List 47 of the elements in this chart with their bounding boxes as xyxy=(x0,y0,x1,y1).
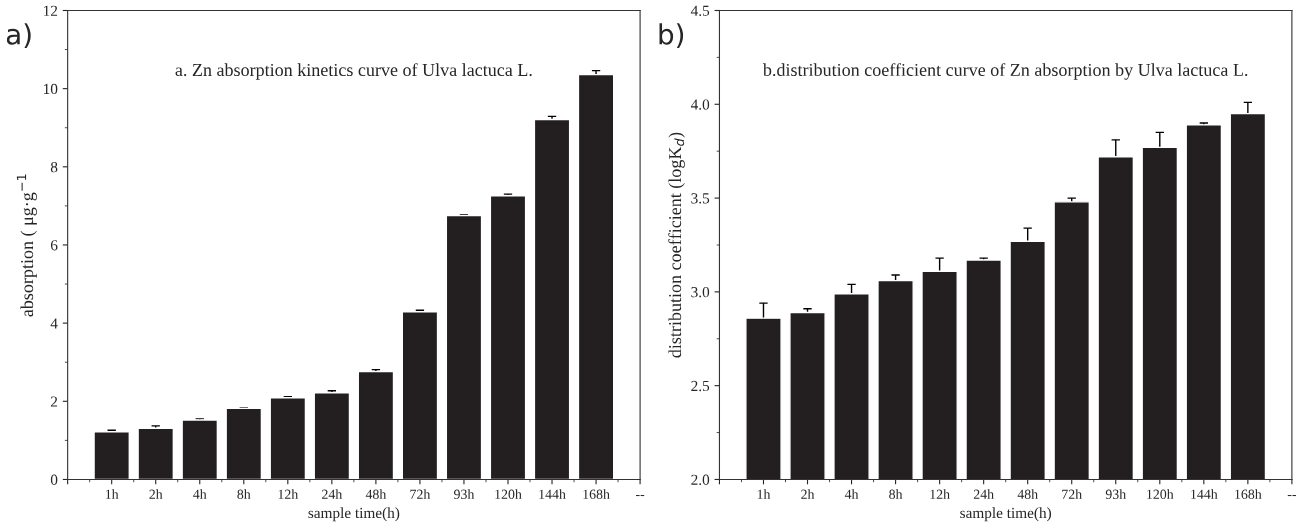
x-tick-label: 24h xyxy=(973,489,994,499)
y-tick-label: 4.0 xyxy=(690,99,710,110)
x-tick-label: 93h xyxy=(1105,489,1126,499)
text: a) xyxy=(6,23,31,49)
x-tick-label: 120h xyxy=(495,489,522,499)
y-tick-label: 10 xyxy=(44,83,58,95)
x-tick-label: 2h xyxy=(801,489,815,499)
y-tick-label: 8 xyxy=(50,161,58,173)
x-tick-label: 4h xyxy=(844,489,859,499)
text: a. Zn absorption kinetics curve of Ulva lactuca L. xyxy=(175,63,532,80)
x-tick-label: 48h xyxy=(1017,489,1038,499)
x-axis-title: sample time(h) xyxy=(960,507,1052,522)
x-tick-label: 2h xyxy=(149,489,163,499)
x-tick-label: -- xyxy=(635,495,645,497)
y-tick-label: 6 xyxy=(50,240,58,251)
y-tick-label: 2.5 xyxy=(691,380,710,392)
x-tick-label: 48h xyxy=(365,489,387,499)
x-tick-label: -- xyxy=(1287,495,1297,497)
x-tick-label: 24h xyxy=(322,489,343,499)
x-tick-label: 8h xyxy=(889,489,903,499)
x-tick-label: 8h xyxy=(237,489,251,499)
x-tick-label: 168h xyxy=(583,489,610,499)
x-tick-label: 1h xyxy=(757,489,771,499)
x-tick-label: 72h xyxy=(1062,489,1082,499)
y-tick-label: 12 xyxy=(44,5,58,16)
x-tick-label: 4h xyxy=(193,489,207,499)
x-tick-label: 1h xyxy=(105,489,119,499)
x-tick-label: 72h xyxy=(410,489,431,499)
x-tick-label: 144h xyxy=(1191,489,1218,499)
y-tick-label: 4 xyxy=(50,318,58,329)
x-tick-label: 168h xyxy=(1235,489,1262,499)
x-tick-label: 120h xyxy=(1147,489,1174,499)
y-tick-label: 2.0 xyxy=(691,474,710,485)
x-tick-label: 93h xyxy=(453,489,475,499)
x-tick-label: 12h xyxy=(278,489,299,499)
text: b.distribution coefficient curve of Zn absorption by Ulva lactuca L. xyxy=(762,63,1248,80)
y-axis-title: absorption ( μg·g$^{−1}$ xyxy=(16,174,37,317)
x-tick-label: 144h xyxy=(539,489,566,499)
x-tick-label: 12h xyxy=(930,489,950,499)
y-tick-label: 2 xyxy=(50,396,58,407)
text: b) xyxy=(659,23,684,49)
x-axis-title: sample time(h) xyxy=(308,507,400,522)
y-tick-label: 4.5 xyxy=(690,5,710,16)
y-tick-label: 0 xyxy=(50,474,58,485)
y-tick-label: 3.5 xyxy=(691,193,710,204)
y-axis-title: distribution coefficient (logK$_{d}$) xyxy=(668,132,685,358)
y-tick-label: 3.0 xyxy=(691,287,710,298)
